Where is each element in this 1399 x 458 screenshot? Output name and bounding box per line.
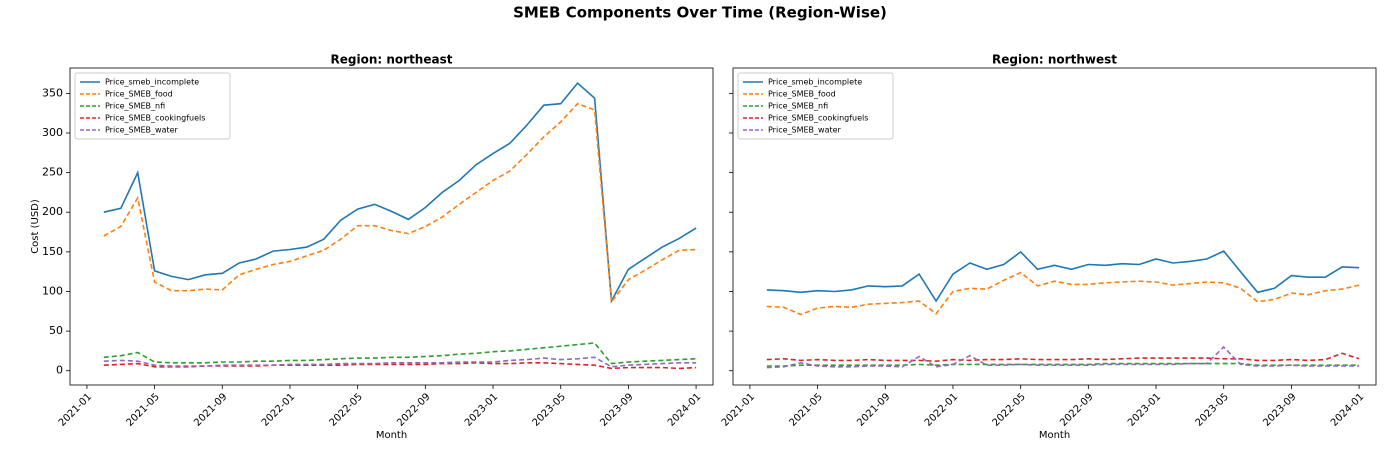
legend-box xyxy=(737,72,894,140)
legend-label: Price_SMEB_water xyxy=(768,126,842,135)
legend-label: Price_SMEB_nfi xyxy=(105,102,165,111)
x-tick-label: 2022-09 xyxy=(1058,391,1095,428)
series-line xyxy=(766,362,1360,367)
x-tick-label: 2021-05 xyxy=(788,391,825,428)
series-line xyxy=(103,81,697,304)
y-tick-label: 200 xyxy=(42,205,63,218)
legend-label: Price_smeb_incomplete xyxy=(768,78,862,87)
series-line xyxy=(103,342,697,365)
x-tick-label: 2023-09 xyxy=(1261,391,1298,428)
series-line xyxy=(103,102,697,304)
x-tick-label: 2021-09 xyxy=(855,391,892,428)
series-line xyxy=(766,352,1360,363)
subplot-title: Region: northeast xyxy=(331,53,453,67)
series-line xyxy=(766,345,1360,369)
figure-title: SMEB Components Over Time (Region-Wise) xyxy=(513,4,887,22)
y-tick-label: 150 xyxy=(42,245,63,258)
plot-area xyxy=(732,67,1377,386)
x-tick-label: 2023-01 xyxy=(1126,391,1163,428)
series-line xyxy=(103,356,697,368)
series-line xyxy=(766,250,1360,303)
legend-label: Price_SMEB_food xyxy=(768,90,836,99)
x-axis-label: Month xyxy=(376,430,407,441)
y-axis-label: Cost (USD) xyxy=(30,199,41,254)
x-tick-label: 2021-01 xyxy=(57,391,94,428)
y-tick-label: 100 xyxy=(42,284,63,297)
legend-label: Price_SMEB_nfi xyxy=(768,102,828,111)
plot-area xyxy=(69,67,714,386)
legend-label: Price_SMEB_cookingfuels xyxy=(105,114,205,123)
x-axis-label: Month xyxy=(1039,430,1070,441)
x-tick-label: 2022-05 xyxy=(991,391,1028,428)
y-tick-label: 300 xyxy=(42,126,63,139)
x-tick-label: 2024-01 xyxy=(666,391,703,428)
legend-label: Price_SMEB_water xyxy=(105,126,179,135)
legend-label: Price_SMEB_cookingfuels xyxy=(768,114,868,123)
x-tick-label: 2022-01 xyxy=(923,391,960,428)
y-tick-label: 250 xyxy=(42,166,63,179)
y-tick-label: 50 xyxy=(49,324,63,337)
legend-label: Price_SMEB_food xyxy=(105,90,173,99)
legend-label: Price_smeb_incomplete xyxy=(105,78,199,87)
x-tick-label: 2023-05 xyxy=(1194,391,1231,428)
y-tick-label: 350 xyxy=(42,86,63,99)
x-tick-label: 2021-09 xyxy=(192,391,229,428)
x-tick-label: 2021-01 xyxy=(720,391,757,428)
x-tick-label: 2022-01 xyxy=(260,391,297,428)
x-tick-label: 2024-01 xyxy=(1329,391,1366,428)
x-tick-label: 2023-01 xyxy=(463,391,500,428)
x-tick-label: 2022-09 xyxy=(395,391,432,428)
x-tick-label: 2023-05 xyxy=(531,391,568,428)
y-tick-label: 0 xyxy=(56,364,63,377)
x-tick-label: 2023-09 xyxy=(598,391,635,428)
legend-box xyxy=(74,72,231,140)
x-tick-label: 2021-05 xyxy=(125,391,162,428)
subplot-title: Region: northwest xyxy=(992,53,1117,67)
x-tick-label: 2022-05 xyxy=(328,391,365,428)
series-line xyxy=(766,271,1360,316)
